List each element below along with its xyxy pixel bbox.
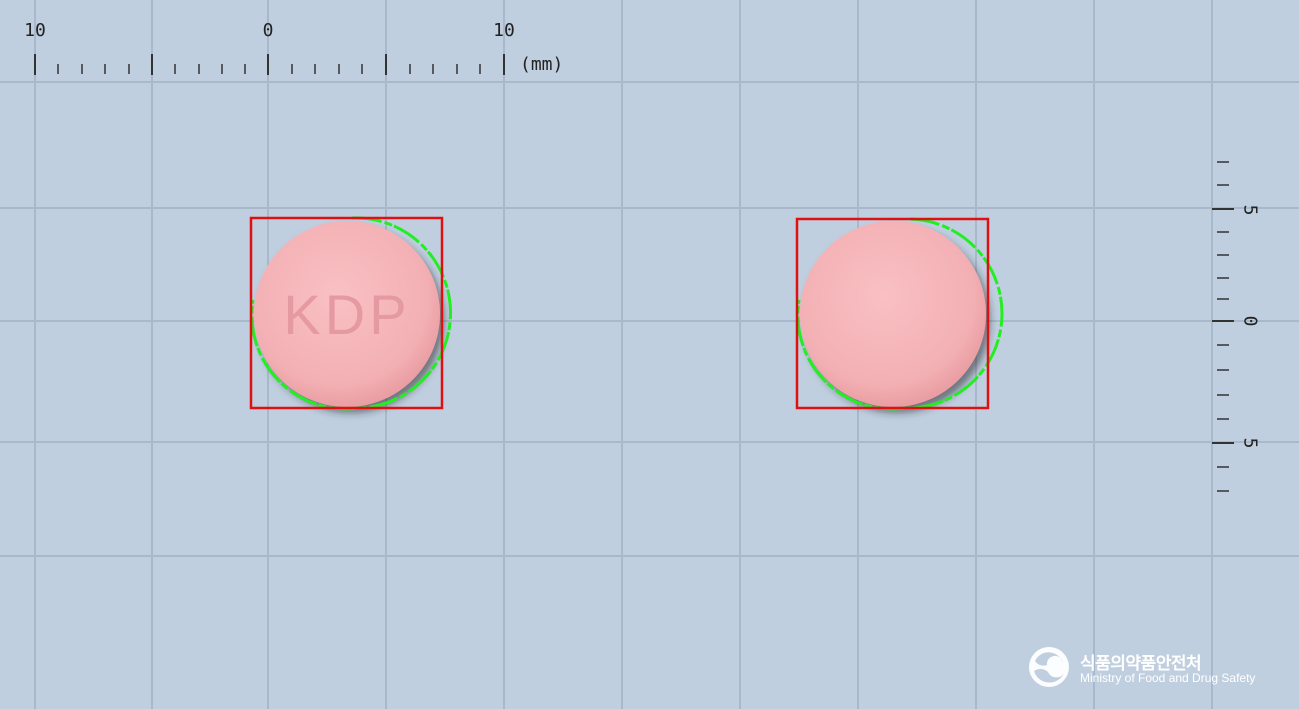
- mfds-emblem-icon: [1029, 647, 1069, 687]
- tablet-imprint: KDP: [283, 283, 410, 346]
- vruler-label-top-5: 5: [1239, 204, 1261, 216]
- vruler-label-bottom-5: 5: [1239, 437, 1261, 449]
- tablet-back-body: [800, 221, 986, 407]
- ruler-label-left-10: 10: [24, 20, 46, 41]
- tablet-back-bounding-box: [795, 217, 990, 410]
- ruler-unit-label: (mm): [520, 54, 564, 75]
- vruler-label-zero: 0: [1239, 315, 1261, 327]
- ruler-label-zero: 0: [262, 20, 274, 41]
- tablet-back: [795, 217, 1004, 411]
- agency-name-english: Ministry of Food and Drug Safety: [1080, 671, 1256, 685]
- tablet-front: KDP: [249, 216, 453, 411]
- ruler-label-right-10: 10: [493, 20, 515, 41]
- agency-name-korean: 식품의약품안전처: [1080, 654, 1202, 674]
- tablet-front-body: [254, 221, 440, 407]
- horizontal-ruler: [34, 54, 505, 75]
- vertical-ruler: [1212, 161, 1234, 492]
- tablet-front-bounding-box: [249, 216, 444, 410]
